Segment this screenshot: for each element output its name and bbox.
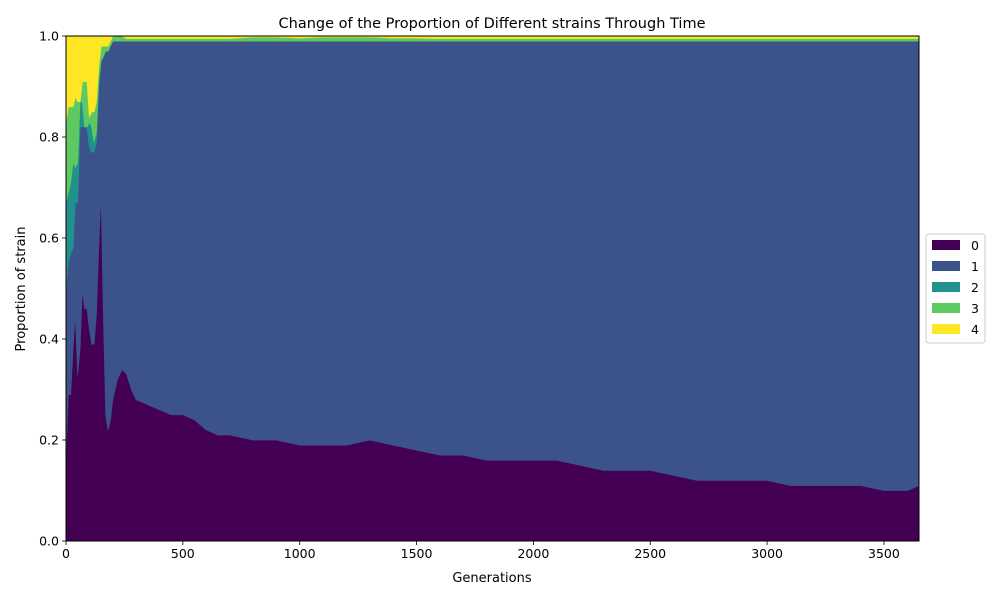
x-tick-label: 2500 [634,546,666,561]
y-tick-label: 0.8 [39,130,59,145]
y-axis-ticks: 0.0 0.2 0.4 0.6 0.8 1.0 [39,29,66,549]
y-tick-label: 0.6 [39,231,59,246]
legend-swatch-0 [932,240,960,250]
x-tick-label: 2000 [517,546,549,561]
legend-swatch-1 [932,261,960,271]
x-tick-label: 3500 [868,546,900,561]
y-tick-label: 1.0 [39,29,59,44]
area-layers [65,35,920,542]
x-tick-label: 1500 [401,546,433,561]
legend-label-2: 2 [971,280,979,295]
legend: 0 1 2 3 4 [925,233,986,344]
y-tick-label: 0.0 [39,534,59,549]
x-axis-ticks: 0 500 1000 1500 2000 2500 3000 3500 [62,541,900,561]
y-tick-label: 0.2 [39,433,59,448]
chart-title: Change of the Proportion of Different st… [279,16,706,32]
legend-swatch-3 [932,303,960,313]
plot-frame [65,35,920,542]
x-tick-label: 0 [62,546,70,561]
legend-label-4: 4 [971,322,979,337]
y-axis-label: Proportion of strain [14,227,29,352]
x-tick-label: 1000 [284,546,316,561]
x-axis-label: Generations [452,571,532,586]
legend-swatch-2 [932,282,960,292]
legend-label-1: 1 [971,259,979,274]
x-tick-label: 3000 [751,546,783,561]
legend-label-3: 3 [971,301,979,316]
x-tick-label: 500 [171,546,195,561]
legend-label-0: 0 [971,238,979,253]
y-tick-label: 0.4 [39,332,59,347]
legend-swatch-4 [932,324,960,334]
